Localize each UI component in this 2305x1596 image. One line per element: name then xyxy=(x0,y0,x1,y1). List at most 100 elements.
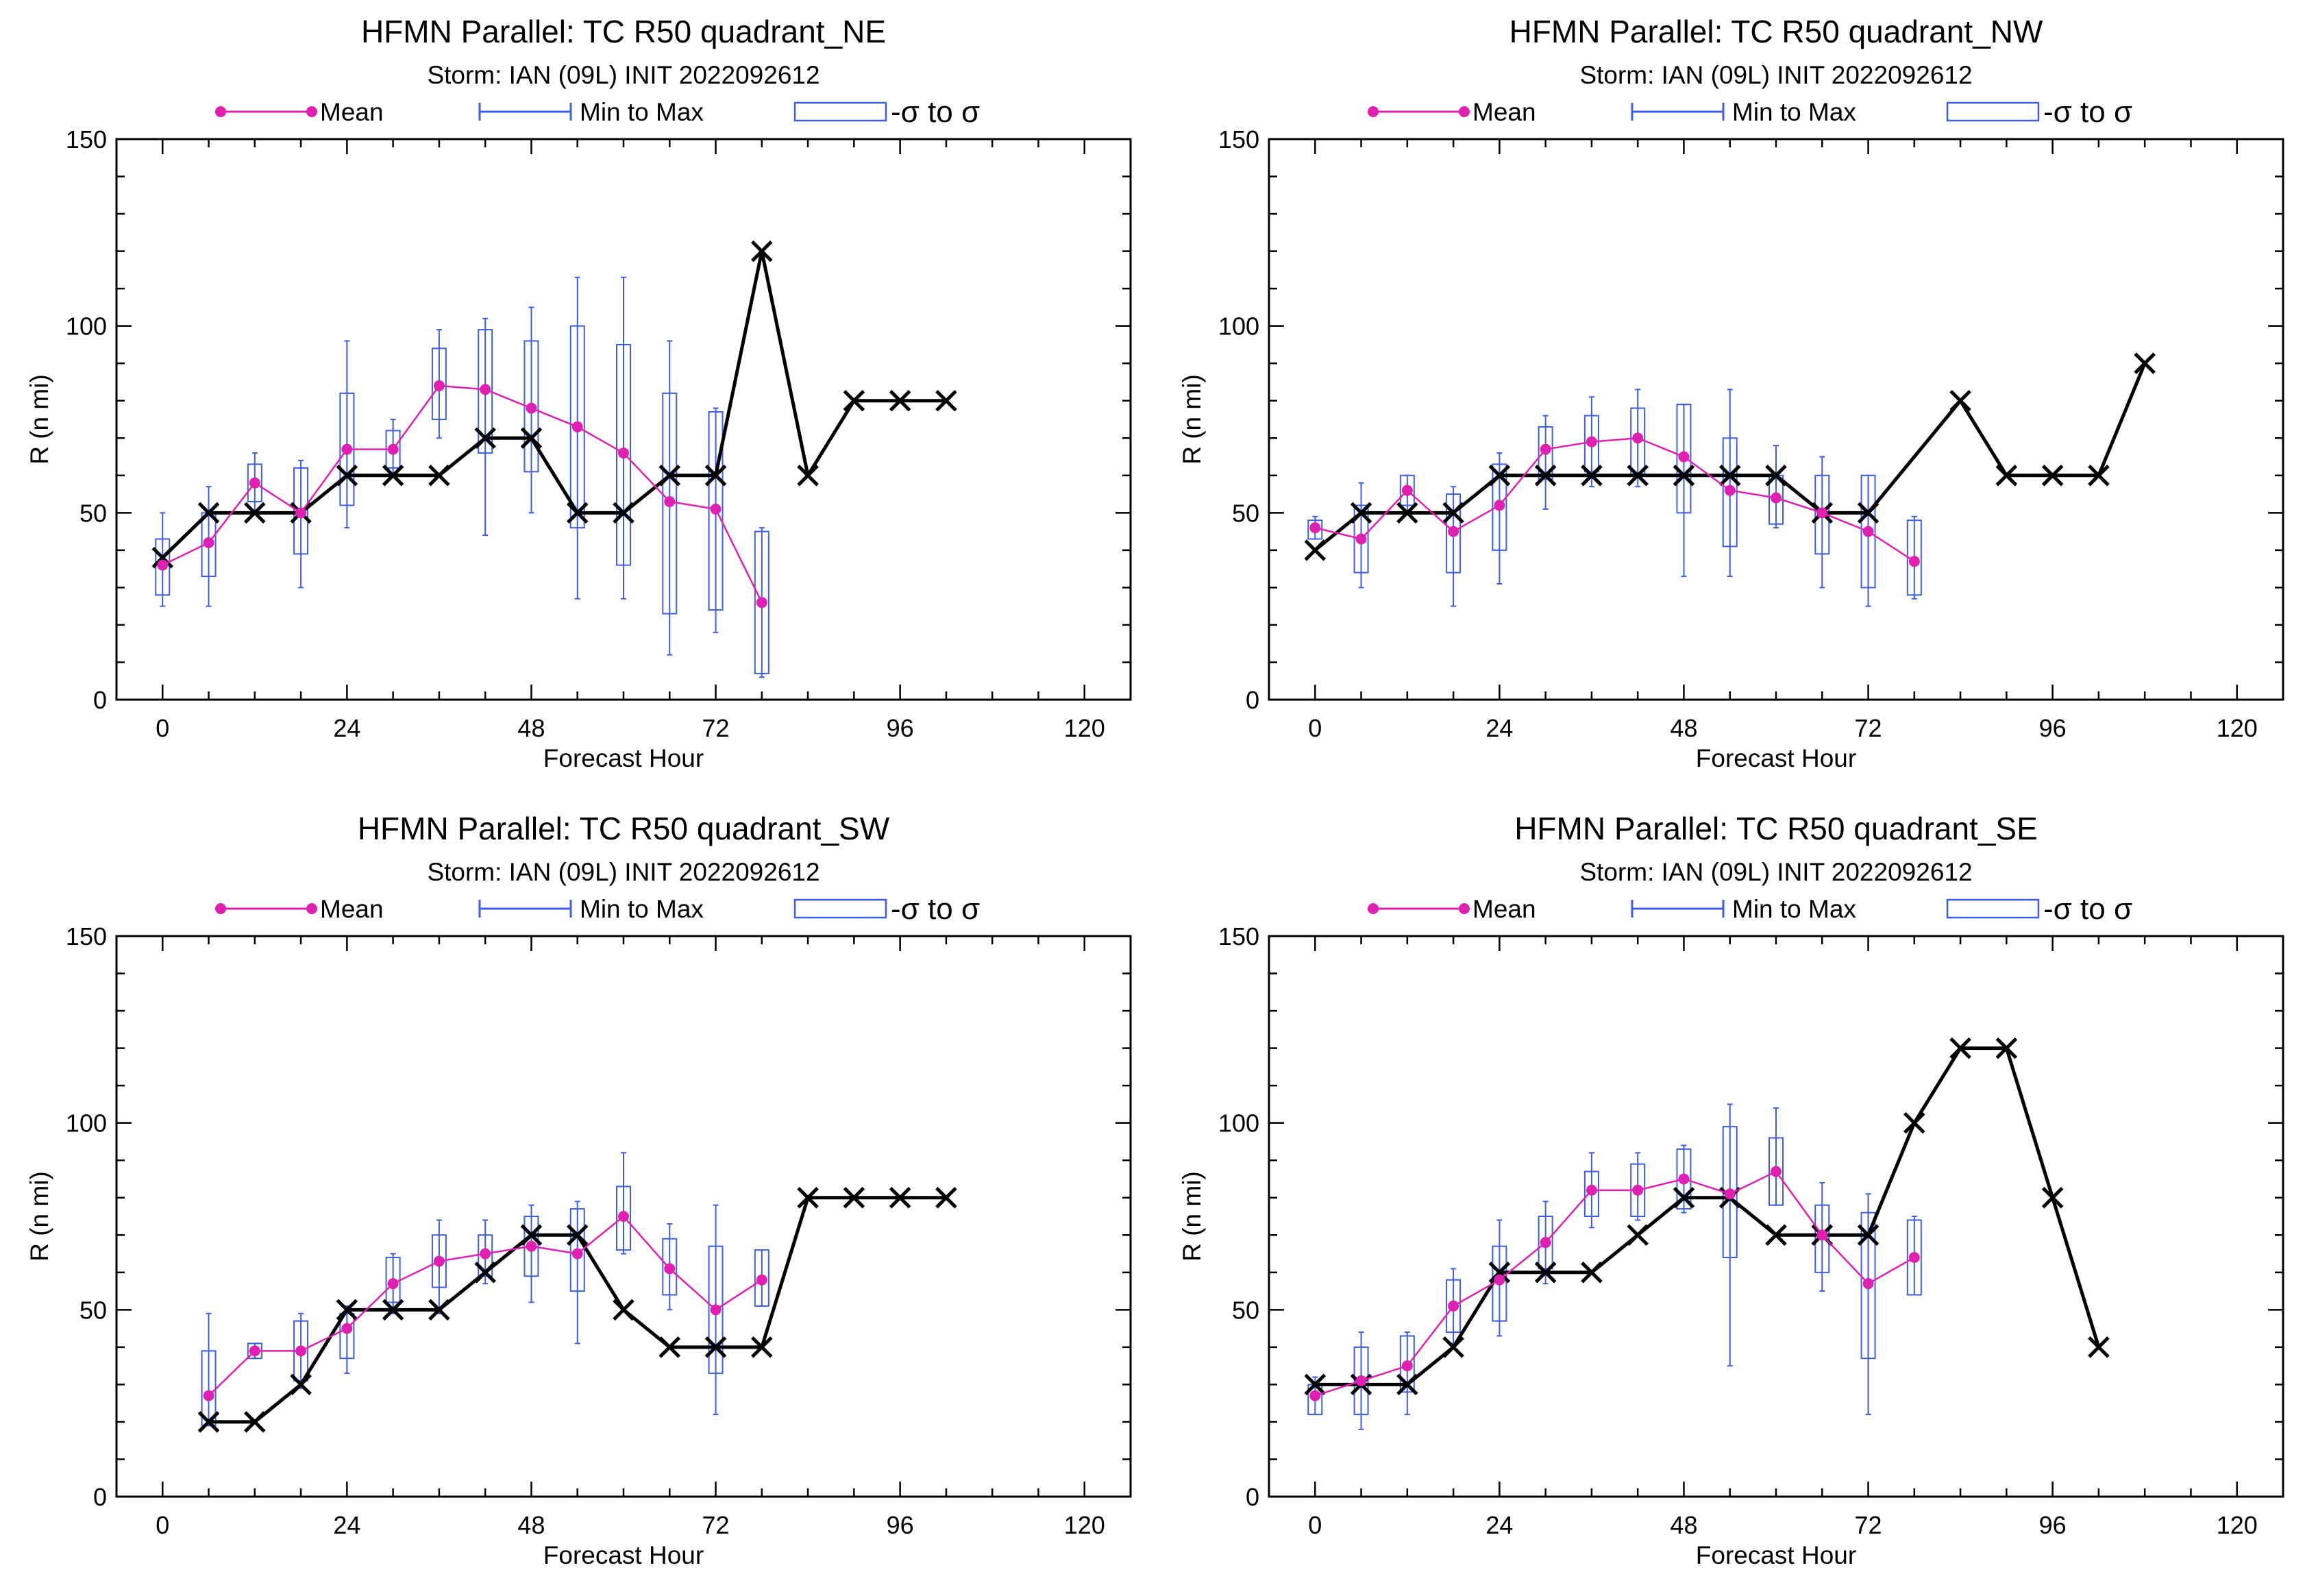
best-track-x-stroke xyxy=(244,502,266,524)
best-track-x-stroke xyxy=(520,427,543,450)
legend-box-swatch xyxy=(793,101,887,122)
mean-line xyxy=(1314,1170,1915,1397)
x-tick-label: 72 xyxy=(1855,714,1882,742)
best-track-x-stroke xyxy=(1995,465,2018,487)
best-track-x-stroke xyxy=(889,1186,911,1209)
best-track-marker xyxy=(1718,465,1741,487)
best-track-marker xyxy=(889,1186,911,1209)
best-track-x-stroke xyxy=(613,502,634,524)
x-tick-label: 48 xyxy=(1670,1511,1697,1539)
sigma-box xyxy=(708,1245,724,1375)
best-track-x-stroke xyxy=(1304,539,1327,561)
best-track-marker xyxy=(751,1336,773,1358)
best-track-marker xyxy=(474,1262,496,1284)
best-track-marker xyxy=(428,465,450,487)
best-track-marker xyxy=(704,1336,727,1358)
box-mark xyxy=(478,317,493,537)
sigma-box xyxy=(1814,1204,1830,1273)
sigma-box xyxy=(1399,1335,1415,1393)
x-axis-label: Forecast Hour xyxy=(1696,744,1856,772)
best-track-x-stroke xyxy=(520,1224,543,1247)
mean-point xyxy=(1908,556,1920,567)
mean-line xyxy=(162,384,763,603)
best-track-marker xyxy=(197,502,220,524)
box-mark xyxy=(1722,389,1738,578)
best-track-marker xyxy=(428,1299,450,1321)
sigma-box xyxy=(754,1249,769,1307)
sigma-box xyxy=(662,1238,678,1296)
sigma-box xyxy=(616,1186,631,1251)
best-track-marker xyxy=(1442,502,1464,524)
mean-point xyxy=(203,537,214,548)
sigma-box xyxy=(569,1208,585,1292)
best-track-x-stroke xyxy=(1903,1112,1925,1134)
sigma-box xyxy=(616,343,631,566)
legend-mean-marker xyxy=(306,106,317,117)
x-tick-label: 96 xyxy=(2039,714,2067,742)
mean-point xyxy=(387,443,399,455)
legend-mean-label: Mean xyxy=(1472,98,1536,126)
best-track-marker xyxy=(1673,1186,1695,1209)
best-track-x-stroke xyxy=(428,1299,450,1321)
sigma-box xyxy=(1583,1170,1599,1217)
sigma-box xyxy=(1446,1279,1462,1334)
legend-box-label: -σ to σ xyxy=(891,892,980,926)
box-mark xyxy=(1399,1331,1415,1416)
y-tick-label: 50 xyxy=(79,499,107,527)
best-track-x-stroke xyxy=(1396,502,1418,524)
mean-point xyxy=(1724,484,1736,496)
x-tick-label: 0 xyxy=(1308,1511,1322,1539)
best-track-x-stroke xyxy=(336,1299,358,1321)
mean-point xyxy=(1540,443,1551,455)
sigma-box xyxy=(1399,474,1415,506)
sigma-box xyxy=(1906,1219,1922,1296)
best-track-x-stroke xyxy=(1949,389,1971,412)
best-track-marker xyxy=(1396,502,1418,524)
best-track-marker xyxy=(1442,1336,1464,1358)
best-track-x-stroke xyxy=(704,465,727,487)
best-track-x-stroke xyxy=(1995,1037,2018,1059)
mean-point xyxy=(1816,507,1828,519)
legend: Mean Min to Max -σ to σ xyxy=(1368,892,2132,926)
x-tick-label: 120 xyxy=(1064,1511,1105,1539)
best-track-marker xyxy=(1949,1037,1971,1059)
x-tick-label: 120 xyxy=(2217,714,2258,742)
best-track-x-stroke xyxy=(613,1299,634,1321)
y-axis-label: R (n mi) xyxy=(1178,1171,1206,1262)
x-tick-label: 72 xyxy=(702,1511,730,1539)
best-track-marker xyxy=(1627,465,1649,487)
mean-point xyxy=(1908,1251,1920,1263)
best-track-marker xyxy=(613,502,634,524)
mean-point xyxy=(526,402,537,414)
best-track-x-stroke xyxy=(704,1336,727,1358)
best-track-x-stroke xyxy=(935,389,957,412)
best-track-marker xyxy=(843,389,865,412)
x-axis-label: Forecast Hour xyxy=(1696,1541,1856,1569)
best-track-x-stroke xyxy=(1949,1037,1971,1059)
sigma-box xyxy=(1538,426,1553,480)
legend-mean-marker xyxy=(1368,106,1379,117)
sigma-box xyxy=(1860,474,1876,589)
best-track-x-stroke xyxy=(1581,465,1603,487)
best-track-x-stroke xyxy=(1488,1262,1511,1284)
mean-point xyxy=(571,421,583,432)
best-track-x-stroke xyxy=(1488,465,1511,487)
sigma-box xyxy=(1492,463,1507,551)
x-tick-label: 24 xyxy=(333,1511,360,1539)
y-tick-label: 50 xyxy=(79,1296,107,1324)
y-tick-label: 100 xyxy=(1218,312,1259,341)
mean-point xyxy=(1494,500,1505,511)
sigma-box xyxy=(1676,1148,1692,1210)
sigma-box xyxy=(155,538,171,596)
box-mark xyxy=(1676,404,1692,578)
mean-point xyxy=(1355,533,1367,545)
sigma-box xyxy=(1353,504,1369,574)
mean-point xyxy=(1401,1360,1413,1372)
sigma-box xyxy=(247,463,262,502)
mean-point xyxy=(203,1390,214,1401)
mean-point xyxy=(480,384,491,395)
best-track-x-stroke xyxy=(1765,1224,1787,1247)
mean-point xyxy=(341,1323,353,1334)
best-track-x-stroke xyxy=(1350,502,1372,524)
